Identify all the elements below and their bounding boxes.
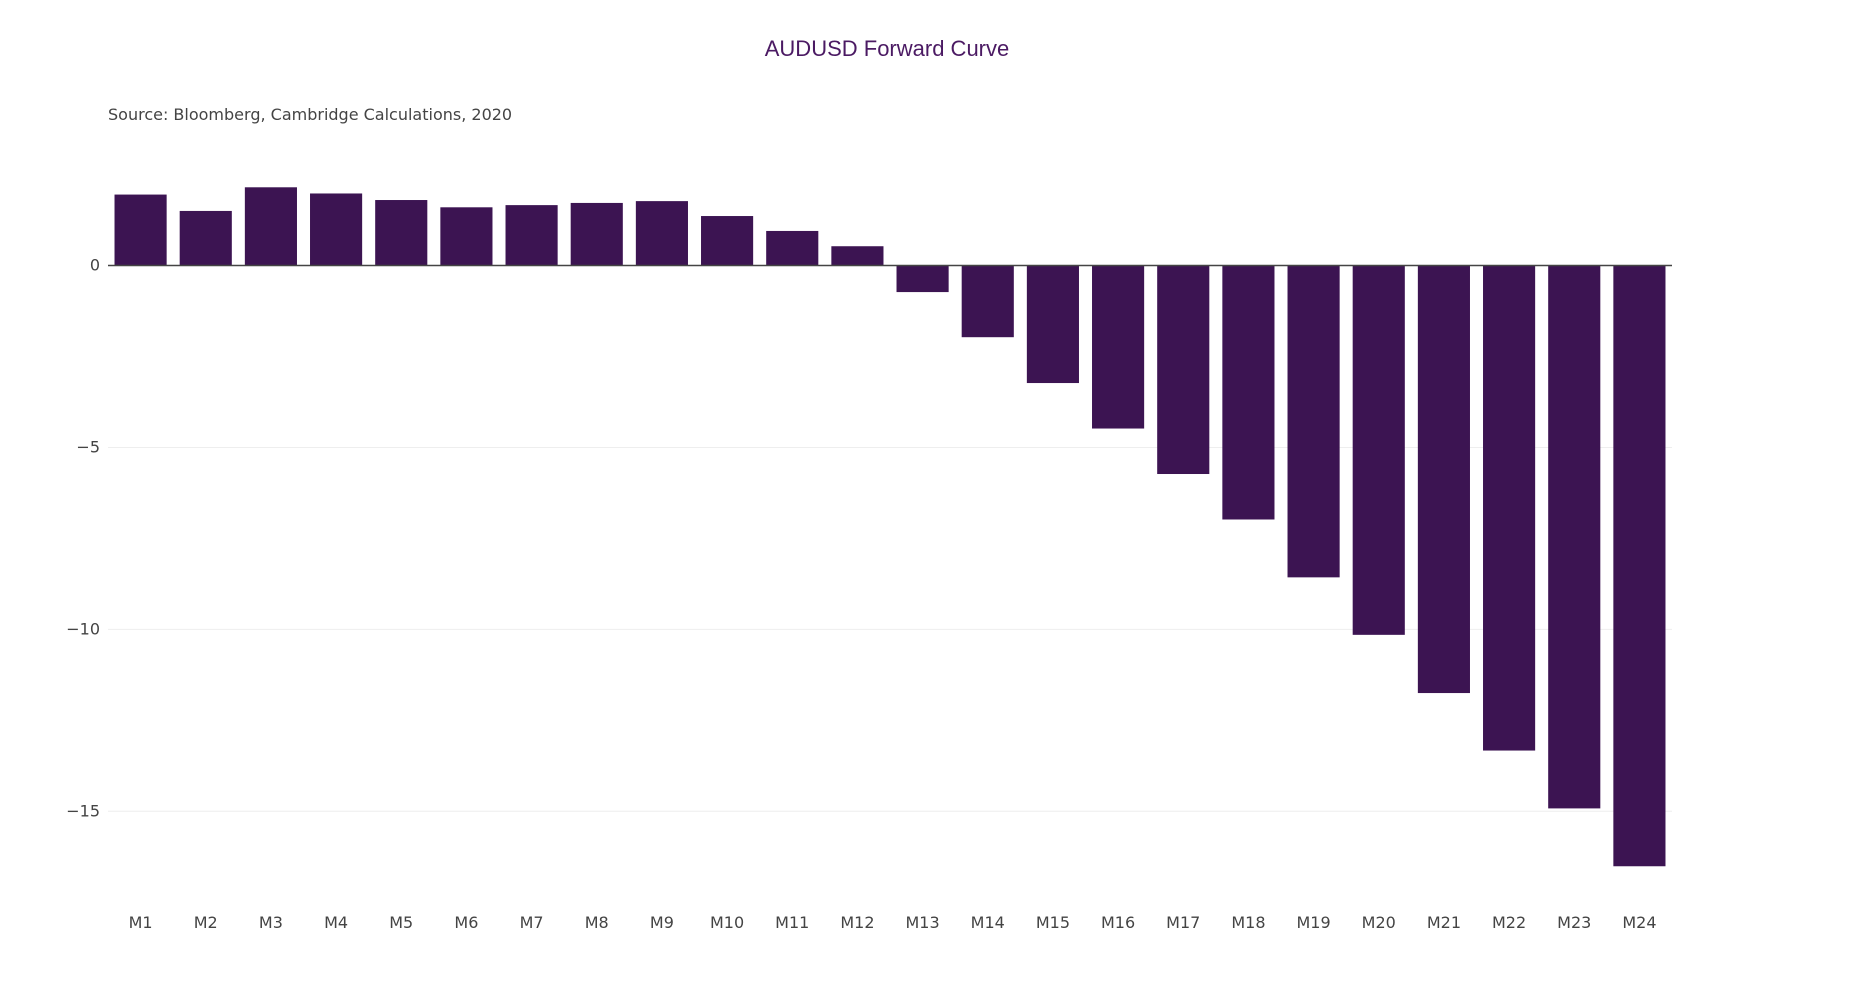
x-tick-label: M4 — [324, 913, 348, 932]
bar-m15 — [1026, 265, 1079, 384]
x-tick-label: M9 — [650, 913, 674, 932]
bar-m23 — [1548, 265, 1601, 809]
bar-m14 — [961, 265, 1014, 338]
bar-m24 — [1613, 265, 1666, 867]
bar-m18 — [1222, 265, 1275, 520]
bar-m8 — [570, 202, 623, 266]
bar-m5 — [375, 200, 428, 266]
bar-m7 — [505, 205, 558, 266]
y-tick-label: −15 — [66, 801, 100, 820]
x-tick-label: M18 — [1231, 913, 1265, 932]
gridlines — [108, 446, 1672, 812]
x-tick-label: M20 — [1362, 913, 1396, 932]
y-tick-label: −10 — [66, 619, 100, 638]
bar-m12 — [831, 246, 884, 266]
bar-m16 — [1092, 265, 1145, 429]
bar-m19 — [1287, 265, 1340, 578]
bar-m13 — [896, 265, 949, 293]
y-tick-label: −5 — [76, 437, 100, 456]
bar-m3 — [244, 187, 297, 266]
bar-m9 — [635, 201, 688, 266]
x-tick-label: M22 — [1492, 913, 1526, 932]
bar-m11 — [766, 230, 819, 266]
bar-m10 — [701, 216, 754, 266]
bars — [114, 187, 1666, 867]
x-tick-label: M21 — [1427, 913, 1461, 932]
bar-m6 — [440, 207, 493, 266]
x-tick-label: M19 — [1296, 913, 1330, 932]
x-tick-label: M10 — [710, 913, 744, 932]
chart-title: AUDUSD Forward Curve — [765, 36, 1010, 61]
x-tick-label: M3 — [259, 913, 283, 932]
x-tick-label: M11 — [775, 913, 809, 932]
x-tick-label: M16 — [1101, 913, 1135, 932]
x-tick-label: M2 — [194, 913, 218, 932]
bar-m21 — [1417, 265, 1470, 694]
x-tick-label: M6 — [454, 913, 478, 932]
x-axis-ticks: M1 M2 M3 M4 M5 M6 M7 M8 M9 M10 M11 M12 M13 M14 M15 M16 M… — [129, 913, 1657, 932]
x-tick-label: M17 — [1166, 913, 1200, 932]
x-tick-label: M24 — [1622, 913, 1656, 932]
bar-m1 — [114, 194, 167, 266]
x-tick-label: M14 — [971, 913, 1005, 932]
x-tick-label: M13 — [905, 913, 939, 932]
x-tick-label: M5 — [389, 913, 413, 932]
chart-source-note: Source: Bloomberg, Cambridge Calculation… — [108, 105, 512, 124]
bar-m20 — [1352, 265, 1405, 635]
x-tick-label: M8 — [585, 913, 609, 932]
bar-m4 — [310, 193, 363, 266]
y-tick-label: 0 — [90, 256, 100, 275]
x-tick-label: M12 — [840, 913, 874, 932]
x-tick-label: M1 — [129, 913, 153, 932]
bar-m2 — [179, 210, 232, 266]
y-axis-ticks: 0 −5 −10 −15 — [66, 256, 100, 821]
x-tick-label: M15 — [1036, 913, 1070, 932]
x-tick-label: M7 — [520, 913, 544, 932]
x-tick-label: M23 — [1557, 913, 1591, 932]
bar-m17 — [1157, 265, 1210, 475]
bar-m22 — [1483, 265, 1536, 751]
